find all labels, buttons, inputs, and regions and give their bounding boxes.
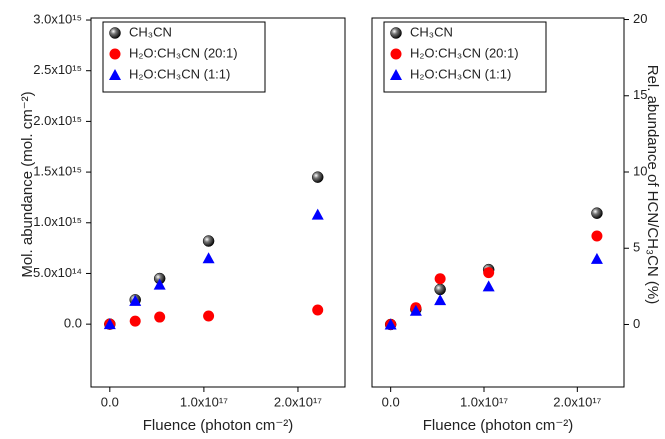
- data-point: [434, 273, 446, 285]
- y-axis-label: Mol. abundance (mol. cm⁻²): [19, 91, 36, 277]
- data-point: [203, 310, 215, 322]
- data-point: [153, 278, 166, 290]
- data-point: [384, 318, 397, 330]
- data-point: [129, 294, 142, 306]
- legend-label: H₂O:CH₃CN (1:1): [129, 66, 230, 81]
- legend-marker: [109, 69, 121, 80]
- data-point: [409, 304, 422, 316]
- legend-box: [102, 21, 266, 93]
- legend-marker: [390, 69, 402, 80]
- x-axis-label: Fluence (photon cm⁻²): [143, 417, 293, 434]
- data-point: [202, 235, 215, 247]
- data-point: [129, 315, 141, 327]
- data-point: [434, 294, 447, 306]
- y-tick-label: 20: [633, 11, 647, 26]
- legend-label: CH₃CN: [129, 24, 172, 39]
- y-tick-label: 10: [633, 163, 647, 178]
- x-tick-label: 2.0x10¹⁷: [553, 394, 601, 409]
- legend-marker: [109, 27, 121, 39]
- y-tick-label: 3.0x10¹⁵: [33, 11, 82, 26]
- legend-box: [383, 21, 547, 93]
- data-point: [591, 230, 603, 242]
- data-point: [103, 318, 116, 330]
- y-tick-label: 1.5x10¹⁵: [33, 164, 82, 179]
- data-point: [434, 283, 446, 296]
- x-axis-label: Fluence (photon cm⁻²): [423, 417, 573, 434]
- x-tick-label: 0.0: [101, 394, 119, 409]
- y-tick-label: 5: [633, 240, 640, 255]
- x-tick-label: 2.0x10¹⁷: [274, 394, 322, 409]
- y-axis-label: Rel. abundance of HCN/CH₃CN (%): [644, 65, 661, 305]
- legend-marker: [390, 27, 402, 39]
- legend-marker: [390, 48, 402, 60]
- legend-label: H₂O:CH₃CN (20:1): [129, 45, 238, 60]
- data-point: [311, 208, 324, 220]
- data-point: [312, 304, 324, 316]
- legend-label: H₂O:CH₃CN (1:1): [410, 66, 511, 81]
- y-tick-label: 2.5x10¹⁵: [33, 62, 82, 77]
- legend-label: H₂O:CH₃CN (20:1): [410, 45, 519, 60]
- x-tick-label: 1.0x10¹⁷: [180, 394, 228, 409]
- data-point: [154, 311, 166, 323]
- y-tick-label: 15: [633, 87, 647, 102]
- data-point: [311, 171, 324, 183]
- data-point: [482, 280, 495, 292]
- y-tick-label: 0.0: [64, 316, 82, 331]
- plot-frame: [90, 17, 346, 388]
- data-point: [590, 252, 603, 264]
- data-point: [483, 267, 495, 279]
- y-tick-label: 5.0x10¹⁴: [33, 265, 82, 280]
- x-tick-label: 0.0: [382, 394, 400, 409]
- legend-label: CH₃CN: [410, 24, 453, 39]
- data-point: [591, 207, 603, 219]
- y-tick-label: 1.0x10¹⁵: [33, 214, 82, 229]
- data-point: [202, 252, 215, 264]
- y-tick-label: 2.0x10¹⁵: [33, 113, 82, 128]
- plot-frame: [371, 17, 625, 388]
- legend-marker: [109, 48, 121, 60]
- x-tick-label: 1.0x10¹⁷: [460, 394, 508, 409]
- y-tick-label: 0: [633, 316, 640, 331]
